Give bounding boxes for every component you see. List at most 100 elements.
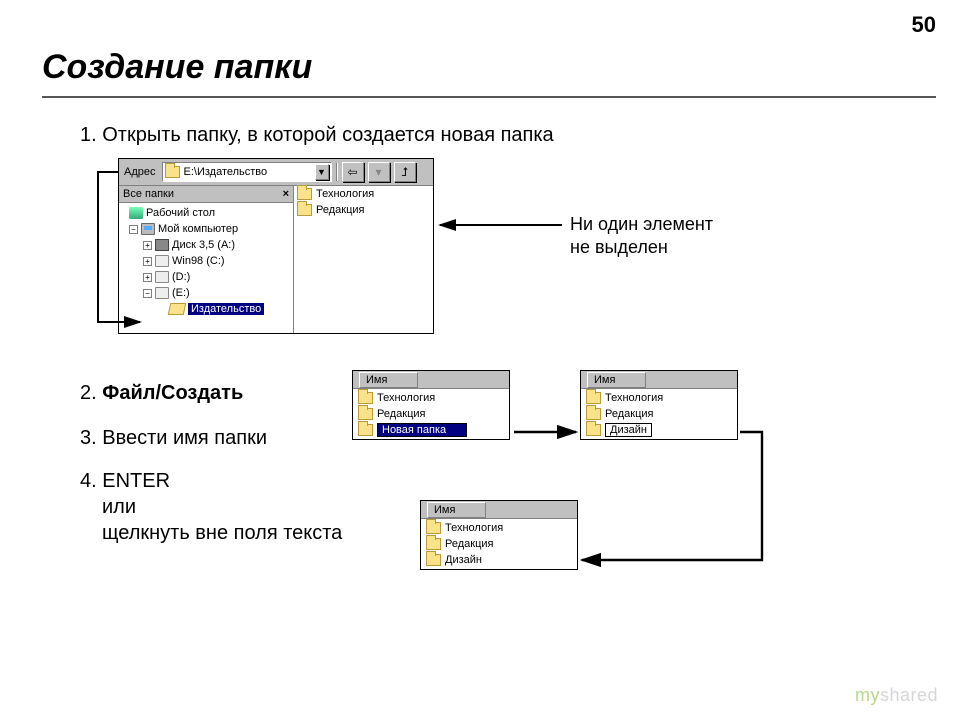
list-item[interactable]: Технология (294, 186, 433, 202)
tree-label: Диск 3,5 (A:) (172, 239, 235, 251)
address-value: E:\Издательство (184, 166, 311, 178)
list-item[interactable]: Технология (583, 390, 735, 406)
dropdown-button[interactable]: ▼ (315, 164, 329, 180)
tree-label: (D:) (172, 271, 190, 283)
back-button[interactable]: ⇦ (342, 162, 364, 182)
tree-item-publisher[interactable]: Издательство (121, 301, 291, 317)
tree-pane: Все папки × Рабочий стол − Мой компьютер … (119, 186, 294, 333)
address-toolbar: Адрес E:\Издательство ▼ ⇦ ▾ ⮥ (119, 159, 433, 185)
collapse-icon[interactable]: − (143, 289, 152, 298)
list-item[interactable]: Технология (423, 520, 575, 536)
column-label: Имя (587, 372, 646, 388)
folder-icon (297, 188, 312, 200)
tree-item-d[interactable]: + (D:) (121, 269, 291, 285)
tree-item-c[interactable]: + Win98 (C:) (121, 253, 291, 269)
folder-open-icon (168, 303, 187, 315)
list-item[interactable]: Редакция (583, 406, 735, 422)
list-panel-renamed: Имя Технология Редакция Дизайн (580, 370, 738, 440)
tree-body[interactable]: Рабочий стол − Мой компьютер + Диск 3,5 (A… (119, 203, 293, 333)
list-label: Редакция (316, 204, 364, 216)
explorer-window: Адрес E:\Издательство ▼ ⇦ ▾ ⮥ Все папки … (118, 158, 434, 334)
arrows-layer (0, 0, 960, 720)
step-1: 1. Открыть папку, в которой создается но… (80, 122, 554, 148)
forward-button[interactable]: ▾ (368, 162, 390, 182)
collapse-icon[interactable]: − (129, 225, 138, 234)
folder-icon (358, 408, 373, 420)
tree-item-computer[interactable]: − Мой компьютер (121, 221, 291, 237)
toolbar-separator (336, 163, 338, 181)
tree-item-desktop[interactable]: Рабочий стол (121, 205, 291, 221)
tree-label: Рабочий стол (146, 207, 215, 219)
desktop-icon (129, 207, 143, 219)
list-label: Дизайн (445, 554, 482, 566)
list-panel-final: Имя Технология Редакция Дизайн (420, 500, 578, 570)
address-label: Адрес (122, 166, 158, 178)
expand-icon[interactable]: + (143, 257, 152, 266)
step-4-line: щелкнуть вне поля текста (80, 520, 342, 546)
computer-icon (141, 223, 155, 235)
arrow-panel3-to-panel4 (582, 432, 762, 560)
content-pane[interactable]: Технология Редакция (294, 186, 433, 333)
folder-icon (358, 392, 373, 404)
expand-icon[interactable]: + (143, 273, 152, 282)
list-item-new[interactable]: Новая папка (355, 422, 507, 438)
tree-item-floppy[interactable]: + Диск 3,5 (A:) (121, 237, 291, 253)
annotation-line: Ни один элемент (570, 213, 713, 236)
tree-label: Мой компьютер (158, 223, 238, 235)
folder-icon (586, 408, 601, 420)
annotation-line: не выделен (570, 236, 713, 259)
watermark-text: shared (880, 685, 938, 705)
folder-icon (426, 522, 441, 534)
list-label: Технология (377, 392, 435, 404)
list-label: Технология (605, 392, 663, 404)
folder-icon (358, 424, 373, 436)
tree-title: Все папки (123, 188, 174, 200)
watermark: myshared (855, 685, 938, 706)
column-header[interactable]: Имя (353, 371, 509, 389)
list-label: Редакция (605, 408, 653, 420)
tree-label: Win98 (C:) (172, 255, 225, 267)
step-4-line: 4. ENTER (80, 468, 342, 494)
column-header[interactable]: Имя (581, 371, 737, 389)
folder-icon (586, 424, 601, 436)
folder-icon (426, 538, 441, 550)
list-item[interactable]: Редакция (294, 202, 433, 218)
list-item[interactable]: Редакция (423, 536, 575, 552)
title-rule (42, 96, 936, 98)
up-button[interactable]: ⮥ (394, 162, 416, 182)
expand-icon[interactable]: + (143, 241, 152, 250)
address-combo[interactable]: E:\Издательство ▼ (162, 162, 332, 182)
tree-header: Все папки × (119, 186, 293, 203)
column-label: Имя (359, 372, 418, 388)
folder-icon (426, 554, 441, 566)
list-item[interactable]: Редакция (355, 406, 507, 422)
list-item[interactable]: Технология (355, 390, 507, 406)
page-title: Создание папки (42, 48, 312, 87)
step-4-line: или (80, 494, 342, 520)
new-folder-name-input[interactable]: Дизайн (605, 423, 652, 437)
step-3: 3. Ввести имя папки (80, 425, 267, 451)
tree-label-selected: Издательство (188, 303, 264, 315)
list-label: Технология (445, 522, 503, 534)
drive-icon (155, 255, 169, 267)
column-header[interactable]: Имя (421, 501, 577, 519)
page-number: 50 (912, 12, 936, 38)
list-panel-new: Имя Технология Редакция Новая папка (352, 370, 510, 440)
step-2-bold: Файл/Создать (102, 382, 243, 404)
list-label: Технология (316, 188, 374, 200)
column-label: Имя (427, 502, 486, 518)
annotation: Ни один элемент не выделен (570, 213, 713, 258)
floppy-icon (155, 239, 169, 251)
new-folder-name-selected[interactable]: Новая папка (377, 423, 467, 437)
list-label: Редакция (377, 408, 425, 420)
list-item[interactable]: Дизайн (423, 552, 575, 568)
step-2-prefix: 2. (80, 382, 102, 404)
list-item-editing[interactable]: Дизайн (583, 422, 735, 438)
close-icon[interactable]: × (283, 188, 289, 200)
folder-icon (297, 204, 312, 216)
folder-icon (586, 392, 601, 404)
step-2: 2. Файл/Создать (80, 380, 243, 406)
tree-item-e[interactable]: −(E:) (121, 285, 291, 301)
folder-icon (165, 166, 180, 178)
drive-icon (155, 271, 169, 283)
